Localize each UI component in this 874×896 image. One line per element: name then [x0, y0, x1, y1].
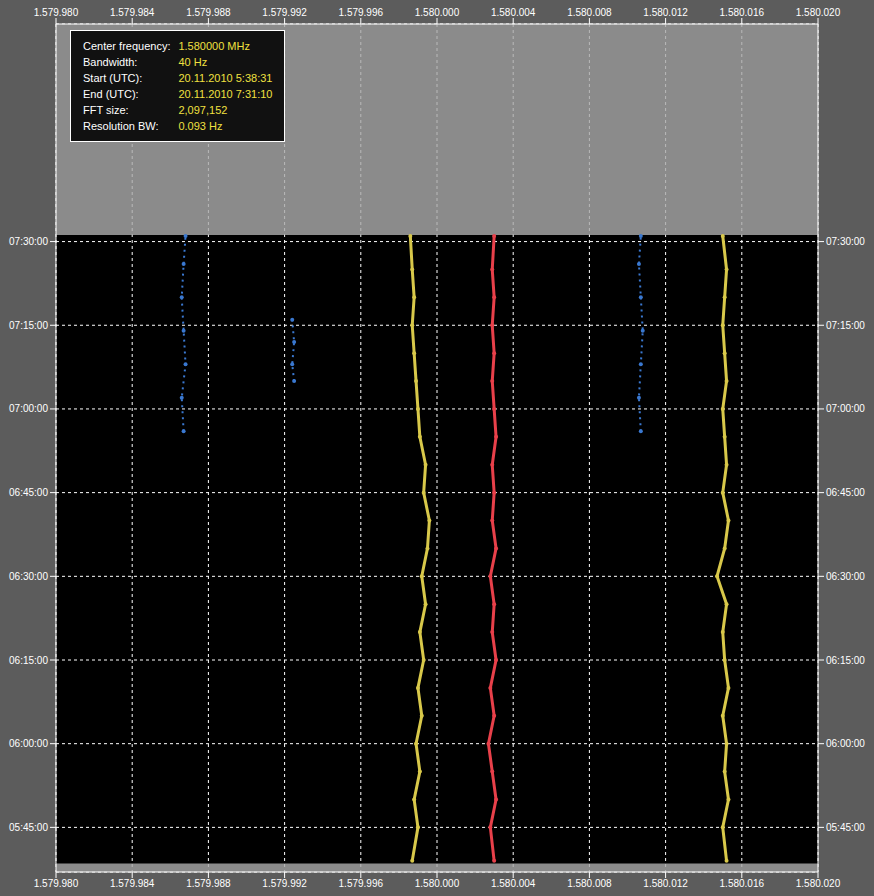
svg-text:1.580.012: 1.580.012 — [643, 7, 688, 18]
html-text:1.580000 MHz: 1.580000 MHz — [178, 40, 250, 52]
svg-text:1.580.004: 1.580.004 — [491, 7, 536, 18]
svg-text:1.579.980: 1.579.980 — [34, 7, 79, 18]
svg-text:1.580.016: 1.580.016 — [720, 878, 765, 889]
svg-text:1.580.000: 1.580.000 — [415, 878, 460, 889]
svg-text:06:45:00: 06:45:00 — [9, 487, 48, 498]
svg-text:1.579.984: 1.579.984 — [110, 878, 155, 889]
html-text:FFT size:: FFT size: — [83, 104, 129, 116]
svg-text:06:30:00: 06:30:00 — [826, 571, 865, 582]
svg-text:05:45:00: 05:45:00 — [826, 822, 865, 833]
svg-text:06:45:00: 06:45:00 — [826, 487, 865, 498]
svg-text:1.579.988: 1.579.988 — [186, 7, 231, 18]
svg-text:06:15:00: 06:15:00 — [826, 655, 865, 666]
svg-text:07:00:00: 07:00:00 — [9, 403, 48, 414]
html-text:Bandwidth:: Bandwidth: — [83, 56, 138, 68]
html-text:Center frequency:: Center frequency: — [83, 40, 171, 52]
svg-text:07:30:00: 07:30:00 — [9, 236, 48, 247]
svg-text:06:00:00: 06:00:00 — [9, 738, 48, 749]
svg-text:07:15:00: 07:15:00 — [9, 320, 48, 331]
svg-text:1.579.996: 1.579.996 — [339, 7, 384, 18]
html-text:20.11.2010 5:38:31: 20.11.2010 5:38:31 — [178, 72, 273, 84]
svg-text:1.579.984: 1.579.984 — [110, 7, 155, 18]
svg-text:06:00:00: 06:00:00 — [826, 738, 865, 749]
html-text:40 Hz: 40 Hz — [178, 56, 208, 68]
svg-text:05:45:00: 05:45:00 — [9, 822, 48, 833]
svg-text:1.580.016: 1.580.016 — [720, 7, 765, 18]
svg-text:1.580.004: 1.580.004 — [491, 878, 536, 889]
html-text:0.093 Hz: 0.093 Hz — [178, 120, 223, 132]
svg-text:07:30:00: 07:30:00 — [826, 236, 865, 247]
svg-text:1.579.992: 1.579.992 — [262, 878, 307, 889]
html-text:Resolution BW:: Resolution BW: — [83, 120, 159, 132]
svg-text:07:15:00: 07:15:00 — [826, 320, 865, 331]
svg-text:1.580.020: 1.580.020 — [796, 7, 841, 18]
svg-text:07:00:00: 07:00:00 — [826, 403, 865, 414]
html-text:20.11.2010 7:31:10: 20.11.2010 7:31:10 — [178, 88, 273, 100]
svg-text:1.579.996: 1.579.996 — [339, 878, 384, 889]
html-text:2,097,152: 2,097,152 — [178, 104, 228, 116]
svg-text:1.580.008: 1.580.008 — [567, 878, 612, 889]
svg-text:06:30:00: 06:30:00 — [9, 571, 48, 582]
svg-text:1.579.988: 1.579.988 — [186, 878, 231, 889]
svg-text:1.580.020: 1.580.020 — [796, 878, 841, 889]
svg-text:1.579.980: 1.579.980 — [34, 878, 79, 889]
svg-text:1.579.992: 1.579.992 — [262, 7, 307, 18]
html-text:End (UTC):: End (UTC): — [83, 88, 139, 100]
svg-text:1.580.008: 1.580.008 — [567, 7, 612, 18]
svg-text:1.580.012: 1.580.012 — [643, 878, 688, 889]
html-text:Start (UTC):: Start (UTC): — [83, 72, 143, 84]
svg-text:06:15:00: 06:15:00 — [9, 655, 48, 666]
svg-text:1.580.000: 1.580.000 — [415, 7, 460, 18]
